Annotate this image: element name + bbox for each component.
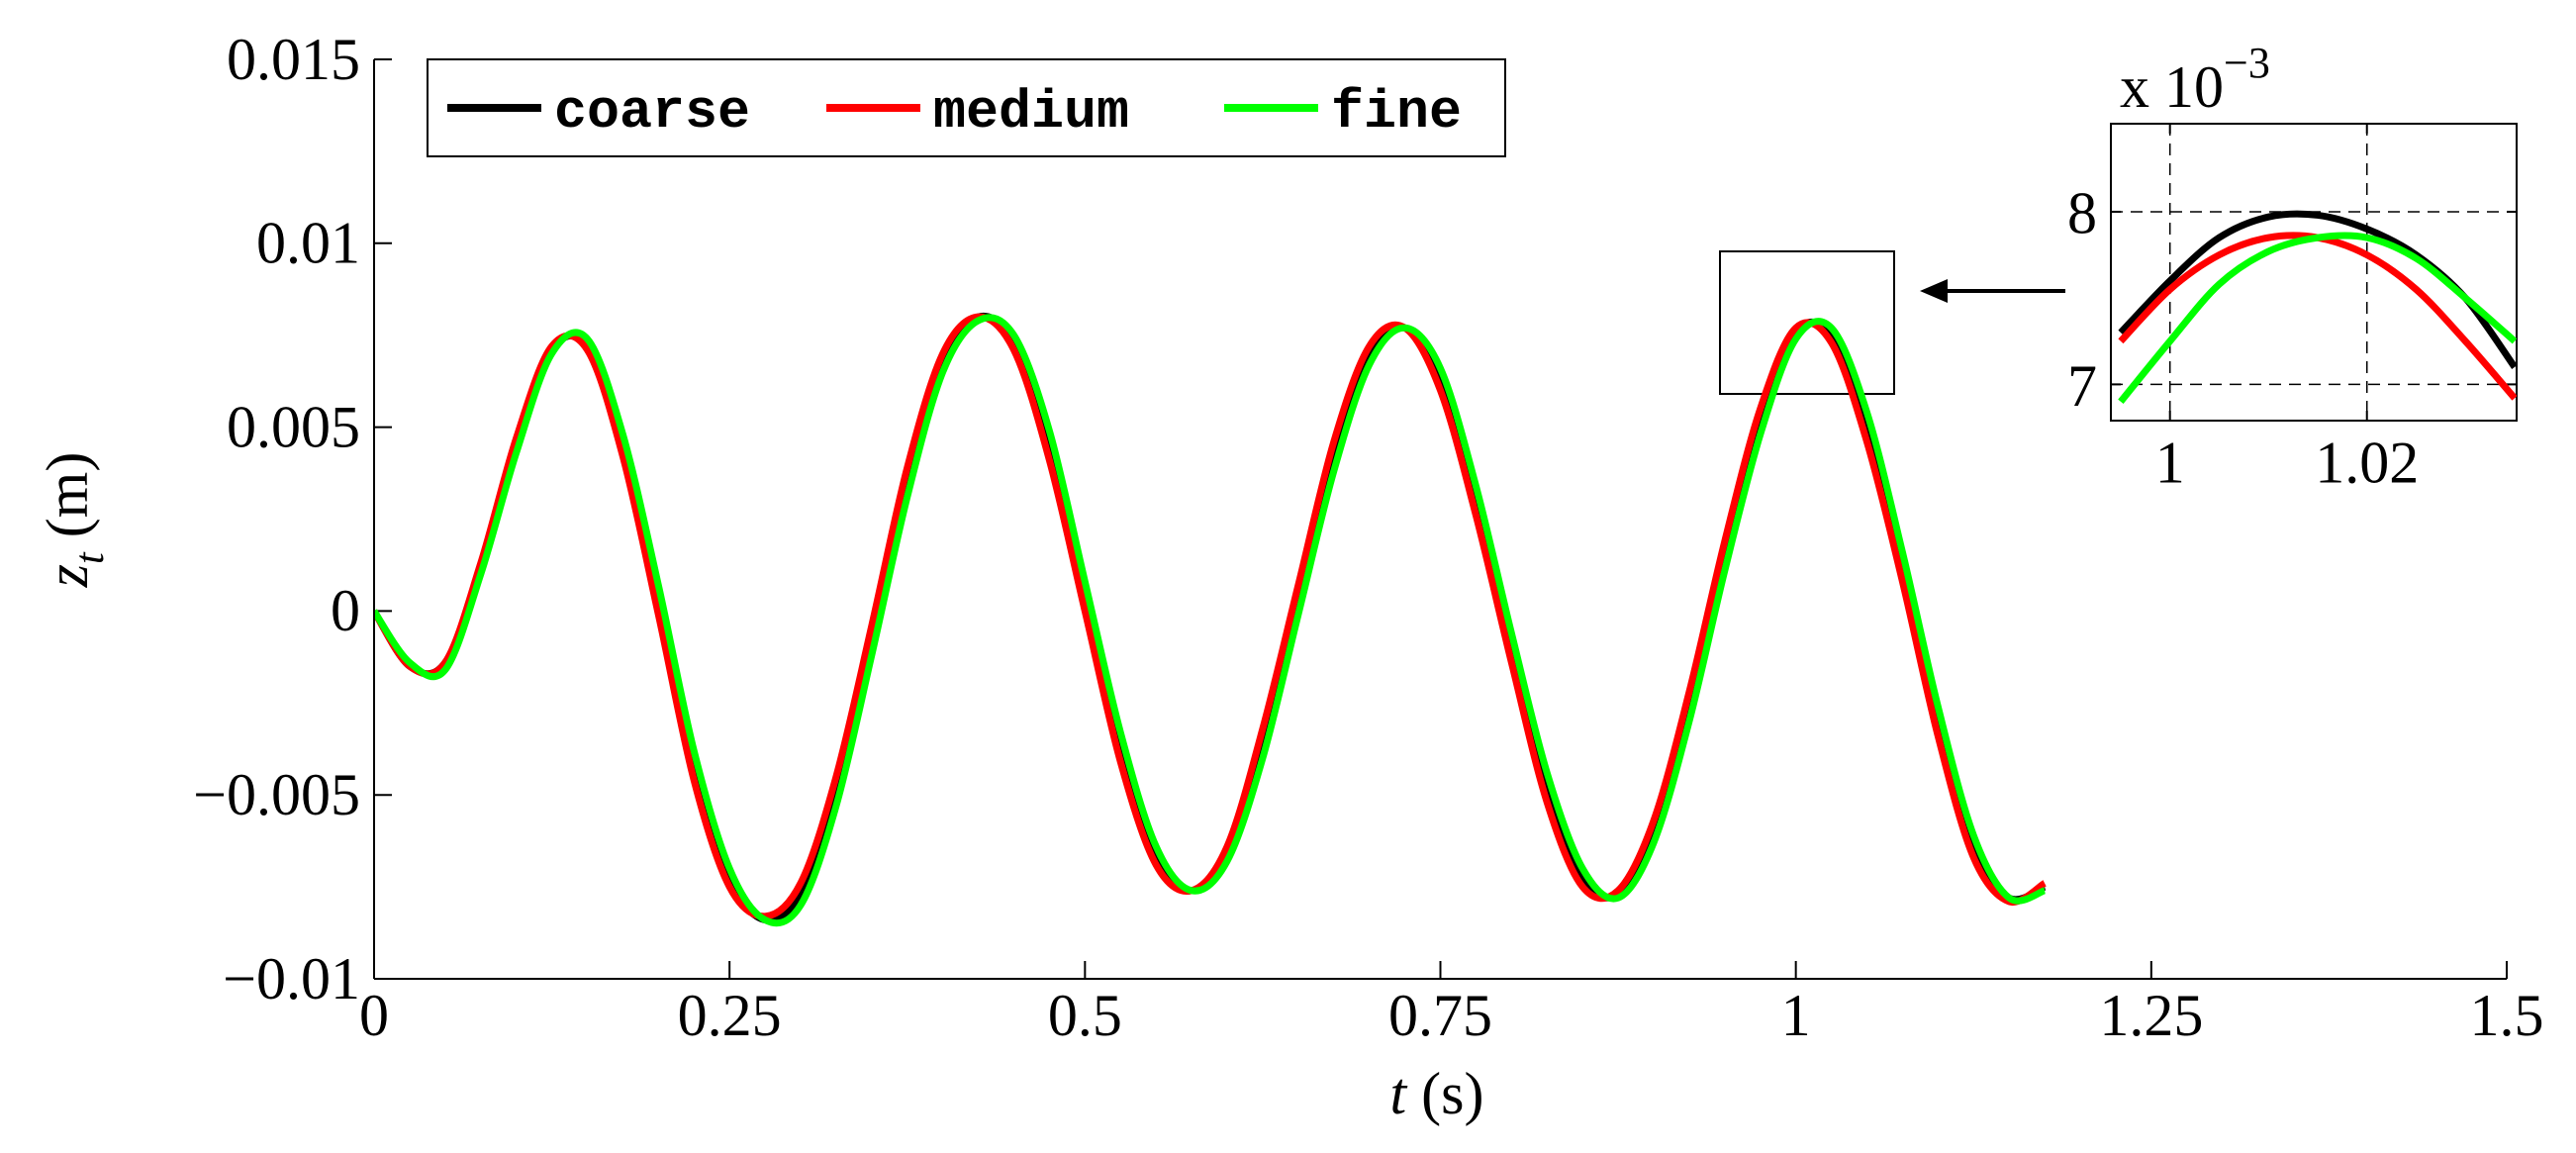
series-line bbox=[2118, 232, 2517, 405]
x-label-unit: (s) bbox=[1421, 1061, 1483, 1126]
x-tick-label: 1.25 bbox=[2099, 983, 2203, 1048]
y-axis-label: zt (m) bbox=[35, 452, 113, 589]
x-tick-label: 1 bbox=[2155, 431, 2185, 496]
y-label-subscript: t bbox=[67, 551, 113, 564]
series-line bbox=[374, 312, 2047, 924]
plot-lines bbox=[374, 312, 2048, 927]
y-tick-label: 0 bbox=[331, 578, 360, 643]
plot-frame bbox=[2110, 123, 2518, 422]
series-line bbox=[374, 314, 2047, 927]
x-tick-label: 0.75 bbox=[1388, 983, 1492, 1048]
y-tick-label: 7 bbox=[2067, 353, 2097, 419]
x-tick-label: 0.5 bbox=[1048, 983, 1122, 1048]
legend-label: coarse bbox=[554, 81, 750, 144]
y-tick-label: −0.005 bbox=[193, 762, 360, 827]
y-tick-label: 0.005 bbox=[227, 394, 360, 459]
series-line bbox=[374, 313, 2048, 920]
x-tick-label: 0.25 bbox=[678, 983, 782, 1048]
legend-label: fine bbox=[1331, 81, 1462, 144]
y-tick-label: 0.015 bbox=[227, 27, 360, 92]
y-label-symbol: z bbox=[35, 564, 100, 588]
x-axis-label: t (s) bbox=[1390, 1061, 1484, 1126]
legend-box bbox=[427, 58, 1506, 157]
offset-exponent: −3 bbox=[2224, 39, 2270, 87]
zoom-box bbox=[1719, 250, 1895, 395]
y-label-unit: (m) bbox=[35, 452, 100, 538]
legend-label: medium bbox=[933, 81, 1129, 144]
x-tick-label: 1.02 bbox=[2315, 431, 2419, 496]
x-tick-label: 0 bbox=[359, 983, 389, 1048]
offset-label: x 10−3 bbox=[2120, 39, 2270, 120]
x-label-symbol: t bbox=[1390, 1061, 1408, 1126]
x-tick-label: 1.5 bbox=[2470, 983, 2544, 1048]
plot-lines bbox=[2118, 210, 2517, 405]
offset-base: x 10 bbox=[2120, 54, 2224, 120]
y-tick-label: −0.01 bbox=[223, 946, 360, 1011]
y-tick-label: 0.01 bbox=[256, 211, 360, 276]
y-tick-label: 8 bbox=[2067, 181, 2097, 246]
zoom-arrow-head bbox=[1920, 279, 1948, 303]
x-tick-label: 1 bbox=[1781, 983, 1811, 1048]
